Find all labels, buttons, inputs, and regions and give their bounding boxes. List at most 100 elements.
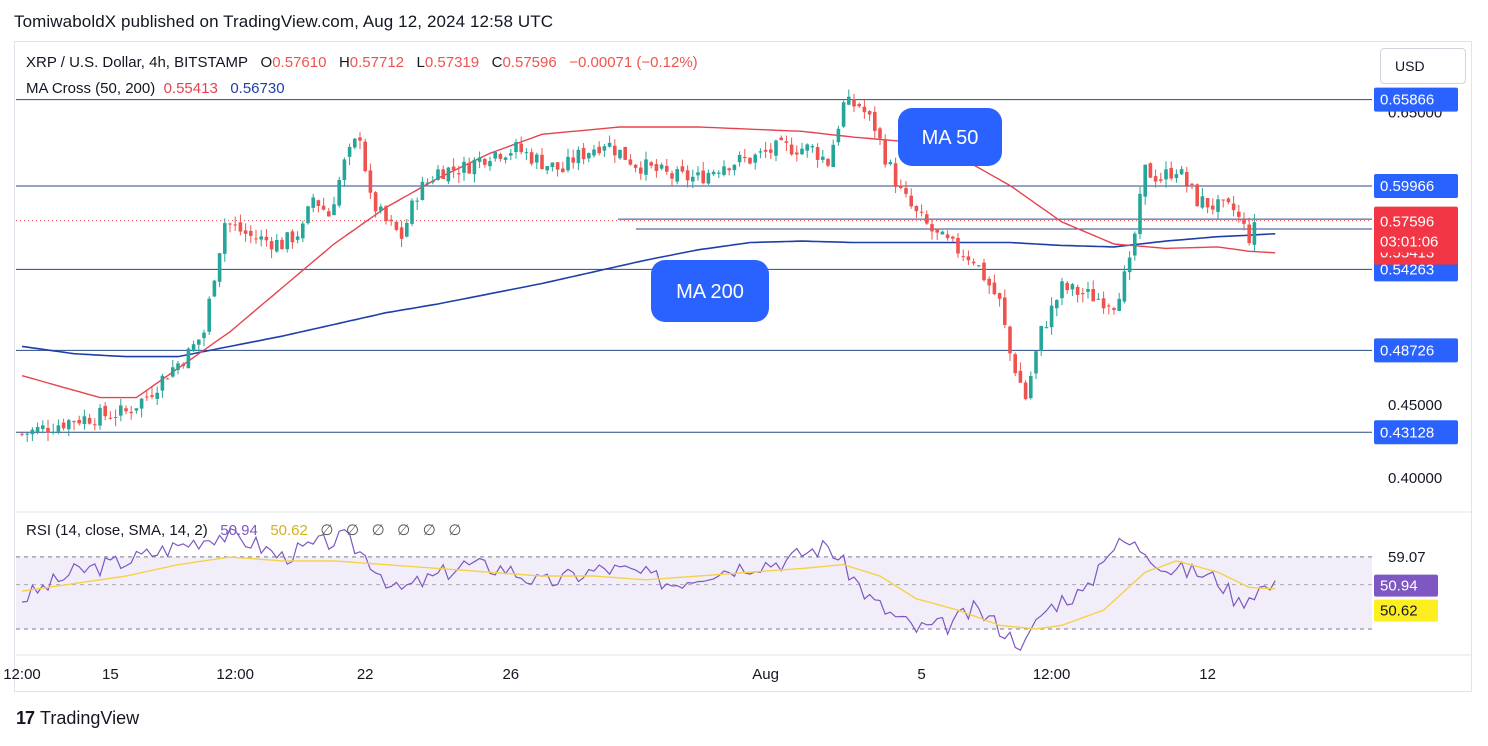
candle-body [914,206,919,212]
candle-body [98,407,102,426]
candle-body [301,223,305,239]
candle-body [951,236,955,239]
candle-body [238,222,243,232]
candle-body [1205,198,1210,208]
candle-body [186,348,191,369]
open-label: O [260,54,273,71]
candle-body [1237,211,1241,217]
time-tick-label: 12:00 [1033,666,1071,683]
footer-brand[interactable]: 17 TradingView [16,708,139,729]
candle-body [498,154,503,159]
candle-body [581,148,586,160]
candle-body [1164,169,1168,180]
empty-value: ∅ [397,522,411,539]
rsi-legend-value: 50.94 [220,522,258,539]
candle-body [691,176,695,182]
ma200-legend-value: 0.56730 [230,80,285,97]
candle-body [805,144,809,151]
candle-body [25,433,29,435]
level-tag-box [1374,338,1458,363]
rsi-label: RSI (14, close, SMA, 14, 2) [26,522,208,539]
chart-frame [14,41,1472,692]
candle-body [1133,233,1137,256]
candle-body [113,417,118,419]
candle-body [1117,298,1121,311]
candle-body [1081,293,1085,295]
candle-body [795,152,799,155]
candle-body [51,432,55,434]
candle-body [389,219,393,222]
ma50-line [21,126,1276,399]
candle-body [597,146,601,154]
candle-body [899,185,903,189]
candle-body [1143,164,1147,197]
candle-body [800,148,804,155]
candle-body [446,167,451,182]
candle-body [945,234,950,239]
rsi-sma-line [21,556,1276,630]
candle-body [966,256,971,261]
candle-body [841,102,846,127]
rsi-value-box [1374,574,1438,597]
candle-body [566,156,570,171]
level-tag-text: 0.48726 [1380,342,1434,359]
candle-body [847,96,851,105]
publisher-header: TomiwaboldX published on TradingView.com… [14,12,554,31]
candle-body [1039,325,1043,351]
candle-body [368,170,373,193]
rsi-sma-value-text: 50.62 [1380,603,1418,620]
candle-body [873,111,877,131]
candle-body [436,169,440,180]
candle-body [1174,174,1179,179]
candle-body [1122,271,1127,302]
level-tag-box [1374,87,1458,112]
candle-body [1013,354,1017,374]
level-tag-box [1374,173,1458,198]
candle-body [810,145,815,148]
candle-body [35,427,40,433]
candle-body [347,146,352,157]
candle-body [1034,351,1038,374]
candle-body [753,154,757,163]
candle-body [1247,224,1251,244]
countdown-text: 03:01:06 [1380,234,1438,251]
candle-body [1190,183,1194,185]
candle-body [259,236,263,240]
candle-body [1221,199,1225,201]
candle-body [223,223,227,254]
rsi-value-text: 50.94 [1380,578,1418,595]
rsi-band [16,556,1372,630]
candle-body [488,161,492,167]
change-value: −0.00071 (−0.12%) [569,54,698,71]
candle-body [321,205,326,210]
candle-body [514,142,518,153]
candle-body [727,168,731,171]
candle-body [774,140,778,156]
candle-body [977,265,981,267]
rsi-tick-label: 59.07 [1388,549,1426,566]
candle-body [295,236,300,240]
candle-body [373,192,378,212]
candle-body [405,222,409,237]
candle-body [940,231,945,235]
candle-body [670,173,674,179]
candle-body [862,106,867,113]
candle-body [472,159,477,175]
candle-body [722,166,726,175]
candle-body [171,367,175,377]
candle-body [285,232,289,250]
candle-body [711,171,716,175]
candle-body [129,411,133,414]
currency-button[interactable]: USD [1380,48,1466,84]
time-tick-label: 5 [917,666,925,683]
candle-body [618,149,622,159]
candle-body [46,427,50,433]
candle-body [919,211,924,213]
candle-body [1153,176,1158,182]
candle-body [748,157,752,164]
low-value: 0.57319 [424,54,480,71]
level-tag-text: 0.65866 [1380,92,1434,109]
candle-body [654,164,659,171]
high-value: 0.57712 [349,54,405,71]
